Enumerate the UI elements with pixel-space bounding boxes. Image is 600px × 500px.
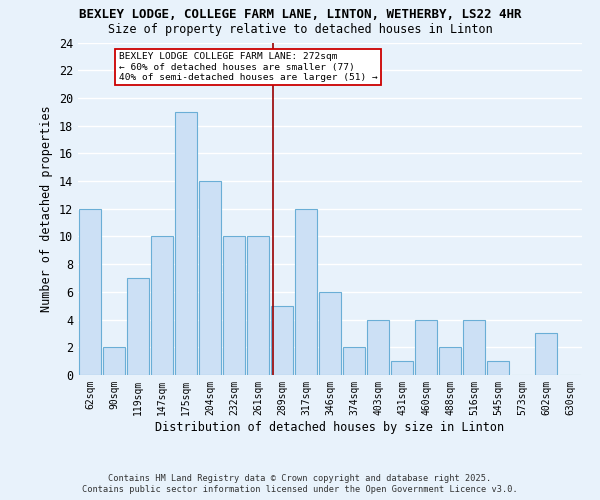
Bar [247, 236, 269, 375]
Bar [127, 278, 149, 375]
Bar [79, 209, 101, 375]
Bar [463, 320, 485, 375]
Bar [391, 361, 413, 375]
Text: Size of property relative to detached houses in Linton: Size of property relative to detached ho… [107, 22, 493, 36]
X-axis label: Distribution of detached houses by size in Linton: Distribution of detached houses by size … [155, 420, 505, 434]
Bar [319, 292, 341, 375]
Bar [151, 236, 173, 375]
Bar [295, 209, 317, 375]
Bar [439, 348, 461, 375]
Text: BEXLEY LODGE COLLEGE FARM LANE: 272sqm
← 60% of detached houses are smaller (77): BEXLEY LODGE COLLEGE FARM LANE: 272sqm ←… [119, 52, 377, 82]
Bar [535, 334, 557, 375]
Bar [367, 320, 389, 375]
Bar [343, 348, 365, 375]
Bar [199, 181, 221, 375]
Text: BEXLEY LODGE, COLLEGE FARM LANE, LINTON, WETHERBY, LS22 4HR: BEXLEY LODGE, COLLEGE FARM LANE, LINTON,… [79, 8, 521, 20]
Bar [271, 306, 293, 375]
Bar [223, 236, 245, 375]
Bar [415, 320, 437, 375]
Bar [103, 348, 125, 375]
Text: Contains HM Land Registry data © Crown copyright and database right 2025.
Contai: Contains HM Land Registry data © Crown c… [82, 474, 518, 494]
Bar [175, 112, 197, 375]
Bar [487, 361, 509, 375]
Y-axis label: Number of detached properties: Number of detached properties [40, 106, 53, 312]
